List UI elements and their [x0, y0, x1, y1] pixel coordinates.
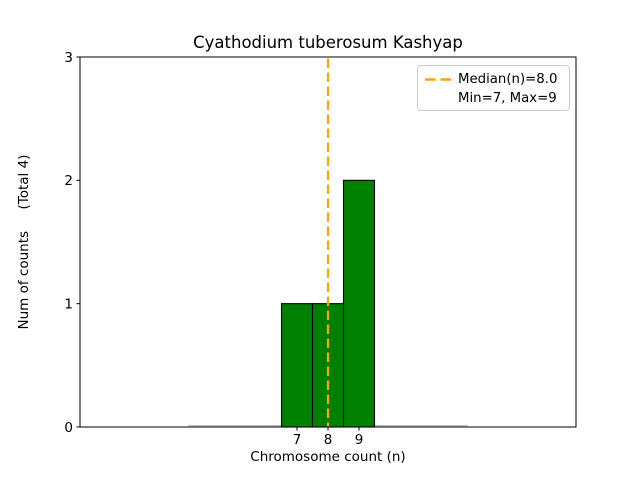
x-tick-label: 8: [324, 432, 333, 448]
y-tick-label: 3: [64, 50, 73, 66]
legend-entry-minmax: Min=7, Max=9: [425, 89, 561, 108]
legend-median-label: Median(n)=8.0: [458, 72, 558, 87]
histogram-bar: [342, 179, 376, 428]
chart-title: Cyathodium tuberosum Kashyap: [193, 33, 463, 52]
histogram-bar: [311, 303, 345, 428]
legend: Median(n)=8.0 Min=7, Max=9: [417, 65, 570, 111]
y-tick-label: 1: [64, 296, 73, 312]
legend-entry-median: Median(n)=8.0: [425, 70, 561, 89]
legend-minmax-label: Min=7, Max=9: [458, 91, 557, 106]
x-tick-label: 7: [293, 432, 302, 448]
y-tick-label: 0: [64, 420, 73, 436]
histogram-bar: [280, 303, 314, 428]
median-dashed-line-icon: [425, 78, 452, 81]
x-axis-label: Chromosome count (n): [250, 449, 406, 465]
x-tick-label: 9: [355, 432, 364, 448]
y-tick-label: 2: [64, 173, 73, 189]
y-axis-label: Num of counts (Total 4): [16, 154, 32, 330]
legend-empty-marker: [425, 98, 452, 99]
